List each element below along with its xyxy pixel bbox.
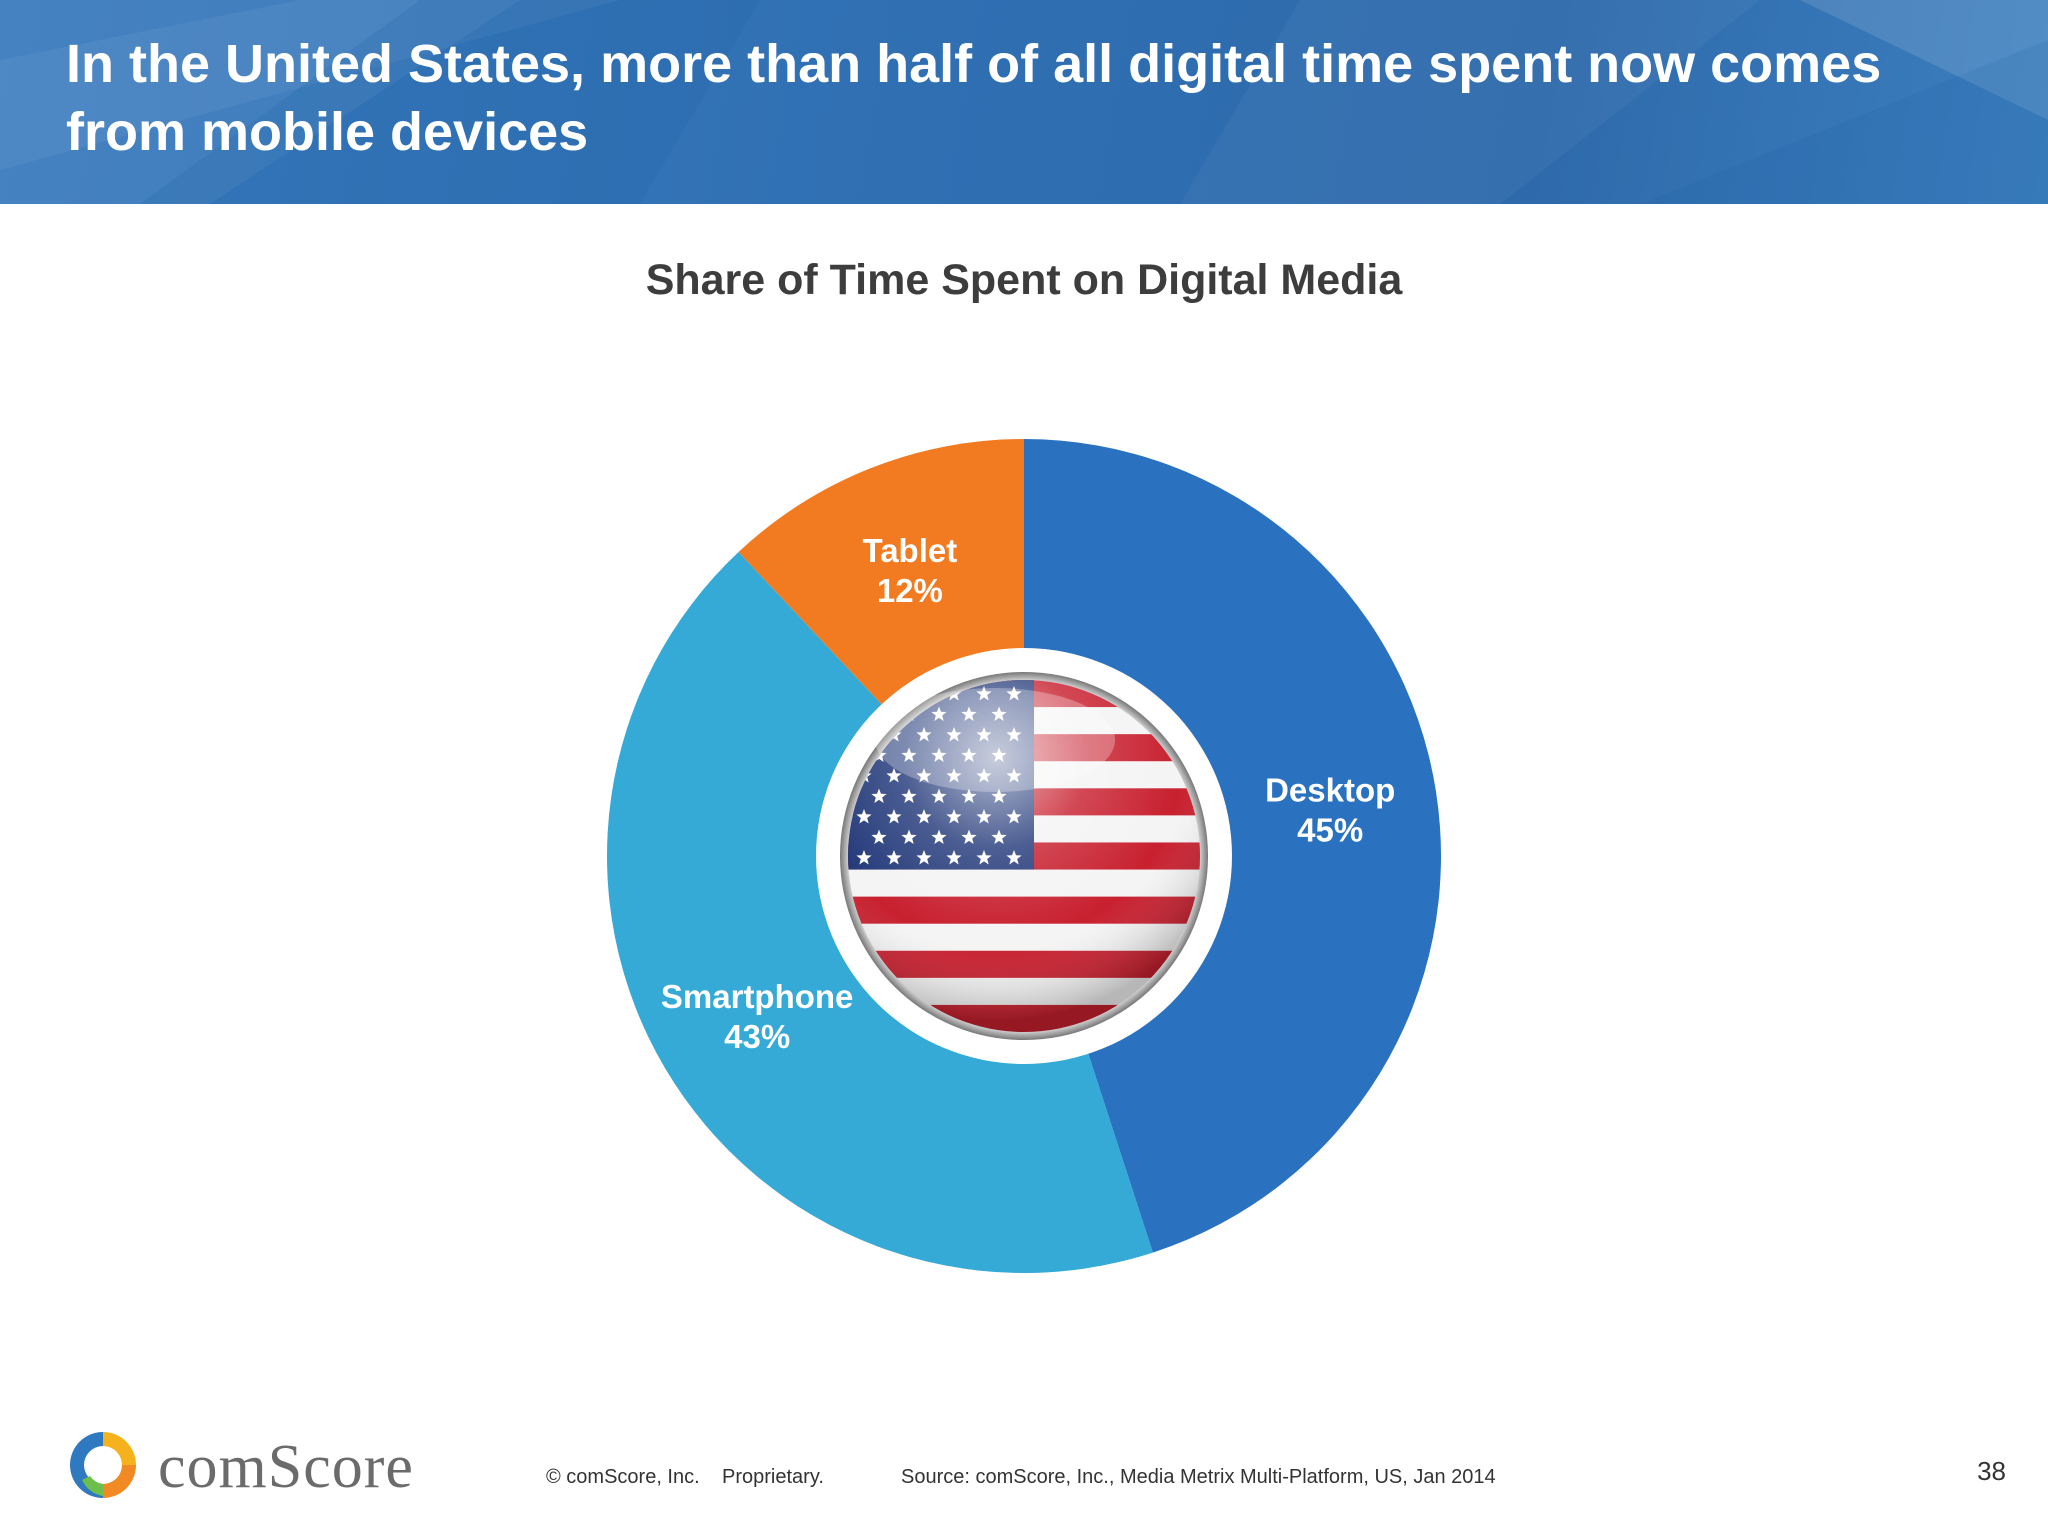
copyright-text: © comScore, Inc. [546,1466,700,1488]
proprietary-text: Proprietary. [722,1466,824,1488]
chart-title: Share of Time Spent on Digital Media [645,256,1403,304]
source-text: Source: comScore, Inc., Media Metrix Mul… [901,1466,1496,1488]
page-number: 38 [1977,1456,2006,1486]
comscore-logo-icon [70,1432,136,1498]
us-flag-button-icon [840,672,1208,1040]
slice-name: Smartphone [661,978,854,1015]
header-facets [0,0,2048,204]
slice-label-desktop: Desktop 45% [1265,772,1395,849]
slice-value: 12% [877,572,943,609]
pie-slice-desktop [1024,439,1441,1253]
logo-wordmark: comScore [158,1433,414,1501]
slice-value: 45% [1297,812,1363,849]
slice-label-tablet: Tablet 12% [863,532,958,609]
slice-label-smartphone: Smartphone 43% [661,978,854,1055]
header-banner: In the United States, more than half of … [0,0,2048,204]
pie-slice-labels: Desktop 45% Smartphone 43% Tablet 12% [661,532,1395,1055]
slice-name: Desktop [1265,772,1395,809]
comscore-logo: comScore [66,1426,486,1506]
slice-value: 43% [724,1018,790,1055]
page-title: In the United States, more than half of … [66,34,1882,162]
slice-name: Tablet [863,532,958,569]
